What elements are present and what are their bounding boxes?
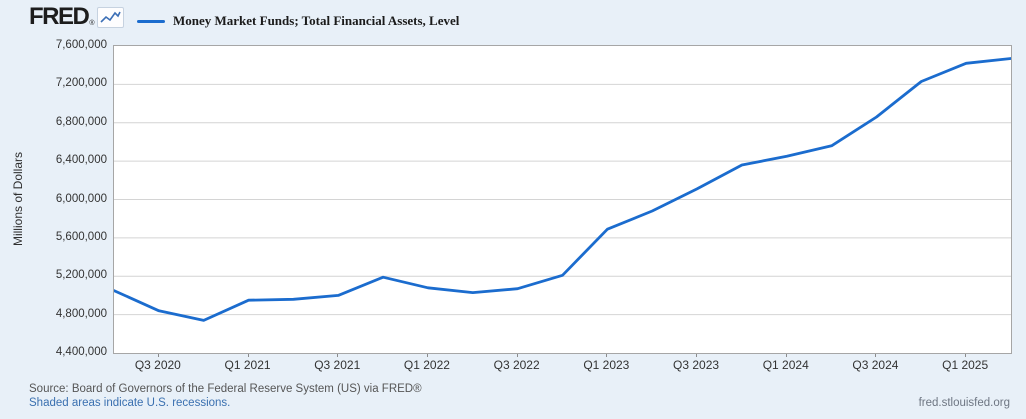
x-tick-mark xyxy=(696,353,698,357)
x-tick-label: Q3 2020 xyxy=(134,358,181,372)
x-tick-label: Q1 2022 xyxy=(403,358,450,372)
registered-trademark-mark: ® xyxy=(89,20,95,27)
x-tick-label: Q3 2023 xyxy=(673,358,720,372)
y-tick-label: 6,400,000 xyxy=(55,154,107,167)
source-attribution: Source: Board of Governors of the Federa… xyxy=(29,383,422,395)
y-tick-label: 6,800,000 xyxy=(55,115,107,128)
recessions-note-link[interactable]: Shaded areas indicate U.S. recessions. xyxy=(29,397,231,409)
fred-logo-text: FRED xyxy=(29,3,90,30)
chart-svg[interactable] xyxy=(114,46,1011,353)
legend-series-label[interactable]: Money Market Funds; Total Financial Asse… xyxy=(173,13,460,28)
x-tick-mark xyxy=(965,353,967,357)
plot-area[interactable] xyxy=(113,45,1012,354)
fred-logo[interactable]: FRED ® xyxy=(29,4,124,30)
x-tick-mark xyxy=(785,353,787,357)
x-tick-label: Q3 2022 xyxy=(493,358,540,372)
x-tick-mark xyxy=(516,353,518,357)
y-tick-label: 5,200,000 xyxy=(55,269,107,282)
x-tick-mark xyxy=(337,353,339,357)
x-tick-label: Q1 2023 xyxy=(583,358,630,372)
x-tick-mark xyxy=(426,353,428,357)
fred-sparkline-icon xyxy=(96,6,124,28)
x-tick-mark xyxy=(606,353,608,357)
x-tick-label: Q1 2021 xyxy=(224,358,271,372)
y-tick-label: 5,600,000 xyxy=(55,230,107,243)
x-tick-mark xyxy=(875,353,877,357)
fred-site-link[interactable]: fred.stlouisfed.org xyxy=(918,397,1010,409)
x-tick-label: Q3 2021 xyxy=(314,358,361,372)
y-tick-label: 7,600,000 xyxy=(55,39,107,51)
x-tick-mark xyxy=(157,353,159,357)
y-tick-label: 6,000,000 xyxy=(55,192,107,205)
y-tick-label: 7,200,000 xyxy=(55,77,107,90)
chart-legend: Money Market Funds; Total Financial Asse… xyxy=(137,13,459,29)
gridlines xyxy=(114,83,1011,316)
y-tick-label: 4,400,000 xyxy=(55,346,107,358)
legend-line-swatch xyxy=(137,19,165,23)
y-tick-label: 4,800,000 xyxy=(55,307,107,320)
x-tick-label: Q3 2024 xyxy=(852,358,899,372)
x-tick-label: Q1 2024 xyxy=(762,358,809,372)
data-line xyxy=(114,57,1011,322)
x-tick-mark xyxy=(247,353,249,357)
x-tick-label: Q1 2025 xyxy=(942,358,989,372)
